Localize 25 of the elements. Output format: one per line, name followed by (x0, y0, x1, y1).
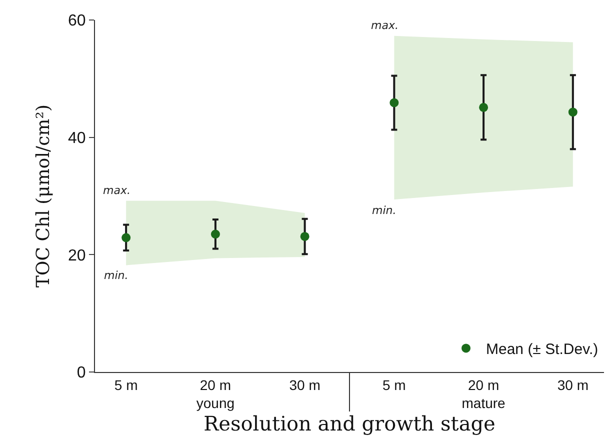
x-tick-label: 20 m (200, 376, 232, 393)
y-tick-label: 40 (68, 130, 86, 147)
annotation: min. (372, 204, 396, 217)
text: mature (462, 394, 506, 411)
point (479, 102, 488, 112)
point (568, 108, 578, 117)
x-axis-title: Resolution and growth stage (204, 411, 496, 436)
y-axis-title: TOC Chl (μmol/cm²) (33, 104, 54, 288)
x-tick-label: 5 m (382, 376, 406, 393)
annotation: min. (104, 269, 128, 282)
legend-label: Mean (± St.Dev.) (486, 341, 598, 358)
y-tick-label: 0 (76, 364, 86, 382)
point (210, 230, 220, 239)
x-tick-label: 5 m (114, 376, 138, 393)
x-tick-label: 30 m (289, 376, 320, 393)
x-tick-label: 20 m (468, 376, 500, 393)
point (390, 98, 399, 108)
annotation: max. (371, 19, 398, 32)
x-tick-label: 30 m (557, 376, 588, 393)
y-tick-label: 60 (68, 12, 86, 30)
point (300, 232, 310, 241)
text: young (196, 394, 235, 411)
annotation: max. (103, 184, 130, 197)
y-tick-label: 20 (68, 247, 86, 264)
point (122, 233, 131, 242)
